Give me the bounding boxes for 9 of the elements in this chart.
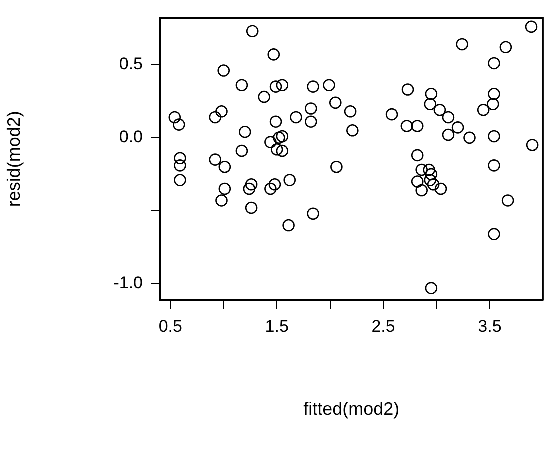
x-tick-label: 3.5 <box>478 316 502 336</box>
x-tick-label: 2.5 <box>372 316 396 336</box>
y-axis-title: resid(mod2) <box>4 111 24 208</box>
x-tick-label: 0.5 <box>158 316 182 336</box>
x-axis-title: fitted(mod2) <box>304 399 400 420</box>
y-tick-label: -1.0 <box>114 274 143 293</box>
x-tick-label: 1.5 <box>265 316 289 336</box>
y-tick-label: 0.5 <box>119 54 143 74</box>
y-tick-label: 0.0 <box>119 128 143 147</box>
